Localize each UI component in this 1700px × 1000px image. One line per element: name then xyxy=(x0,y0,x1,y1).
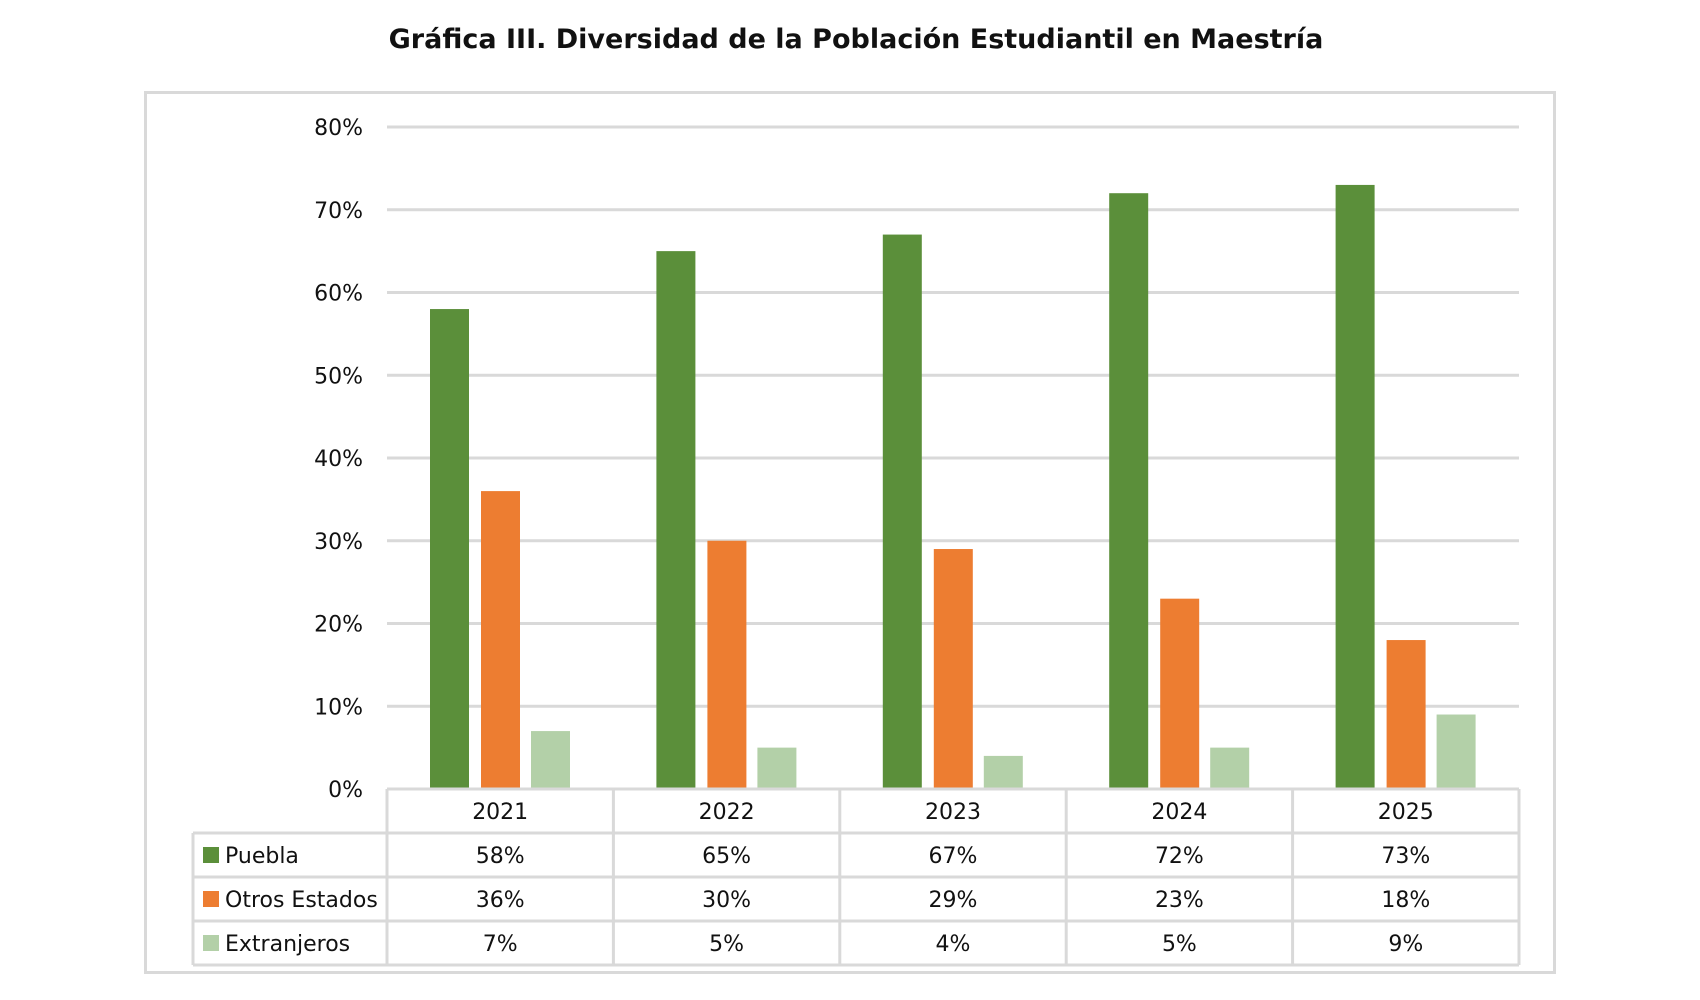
legend-swatch xyxy=(203,891,219,907)
y-tick-label: 0% xyxy=(328,778,363,803)
data-label: 30% xyxy=(702,888,751,913)
data-label: 72% xyxy=(1155,844,1204,869)
bar-otros-estados xyxy=(481,491,520,789)
y-tick-label: 60% xyxy=(314,282,363,307)
y-tick-label: 10% xyxy=(314,695,363,720)
data-label: 65% xyxy=(702,844,751,869)
category-label: 2025 xyxy=(1378,800,1434,825)
bar-puebla xyxy=(430,309,469,789)
bar-puebla xyxy=(1335,184,1375,790)
bar-puebla xyxy=(656,251,696,789)
category-label: 2023 xyxy=(925,800,981,825)
data-label: 4% xyxy=(936,932,971,957)
chart-title: Gráfica III. Diversidad de la Población … xyxy=(388,24,1324,55)
bar-extranjeros xyxy=(757,747,797,789)
bar-extranjeros xyxy=(1436,714,1476,789)
legend-label: Extranjeros xyxy=(225,932,350,957)
y-tick-label: 20% xyxy=(314,613,363,638)
bar-puebla xyxy=(1109,193,1149,789)
legend-label: Otros Estados xyxy=(225,888,378,913)
category-label: 2024 xyxy=(1151,800,1207,825)
bar-puebla xyxy=(882,234,922,789)
data-label: 58% xyxy=(476,844,525,869)
bar-extranjeros xyxy=(1210,747,1250,789)
data-label: 5% xyxy=(709,932,744,957)
category-label: 2021 xyxy=(472,800,528,825)
data-label: 36% xyxy=(476,888,525,913)
data-label: 18% xyxy=(1381,888,1430,913)
y-tick-label: 80% xyxy=(314,116,363,141)
data-label: 7% xyxy=(483,932,518,957)
bar-otros-estados xyxy=(1160,598,1200,789)
legend-swatch xyxy=(203,847,219,863)
chart-frame xyxy=(144,91,1556,974)
bar-otros-estados xyxy=(933,549,973,789)
category-label: 2022 xyxy=(699,800,755,825)
y-tick-label: 50% xyxy=(314,364,363,389)
y-tick-label: 70% xyxy=(314,199,363,224)
legend-label: Puebla xyxy=(225,844,299,869)
data-label: 9% xyxy=(1388,932,1423,957)
y-tick-label: 40% xyxy=(314,447,363,472)
data-label: 23% xyxy=(1155,888,1204,913)
data-label: 67% xyxy=(929,844,978,869)
y-tick-label: 30% xyxy=(314,530,363,555)
data-label: 5% xyxy=(1162,932,1197,957)
bar-otros-estados xyxy=(1386,640,1426,789)
bar-extranjeros xyxy=(983,755,1023,789)
legend-swatch xyxy=(203,935,219,951)
data-label: 73% xyxy=(1381,844,1430,869)
bar-extranjeros xyxy=(531,731,570,789)
data-label: 29% xyxy=(929,888,978,913)
bar-otros-estados xyxy=(707,540,747,789)
